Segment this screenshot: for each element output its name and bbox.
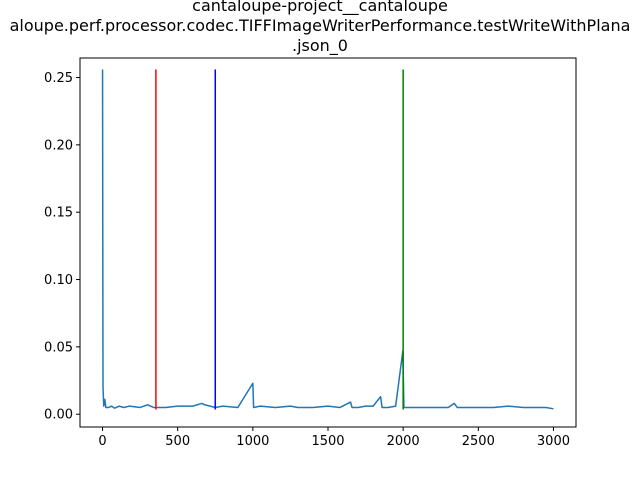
y-tick-label: 0.05 xyxy=(44,340,73,355)
y-tick-label: 0.10 xyxy=(44,273,73,288)
chart-title-line-1: cantaloupe-project__cantaloupe xyxy=(192,0,448,16)
x-tick-label: 3000 xyxy=(537,434,570,449)
x-tick-label: 0 xyxy=(98,434,106,449)
x-axis: 0 500 1000 1500 2000 2500 3000 xyxy=(98,427,570,449)
y-tick-label: 0.20 xyxy=(44,138,73,153)
y-tick-label: 0.15 xyxy=(44,206,73,221)
plot-marks xyxy=(101,69,554,410)
chart-title-line-2: aloupe.perf.processor.codec.TIFFImageWri… xyxy=(10,16,631,35)
y-tick-label: 0.25 xyxy=(44,71,73,86)
y-axis: 0.00 0.05 0.10 0.15 0.20 0.25 xyxy=(44,71,80,423)
x-tick-label: 1500 xyxy=(311,434,344,449)
x-tick-label: 2000 xyxy=(387,434,420,449)
series-line-0 xyxy=(101,69,554,410)
x-tick-label: 500 xyxy=(165,434,190,449)
y-tick-label: 0.00 xyxy=(44,408,73,423)
chart-title-line-3: .json_0 xyxy=(292,36,348,56)
x-tick-label: 1000 xyxy=(236,434,269,449)
x-tick-label: 2500 xyxy=(462,434,495,449)
chart-title: cantaloupe-project__cantaloupe aloupe.pe… xyxy=(10,0,631,56)
